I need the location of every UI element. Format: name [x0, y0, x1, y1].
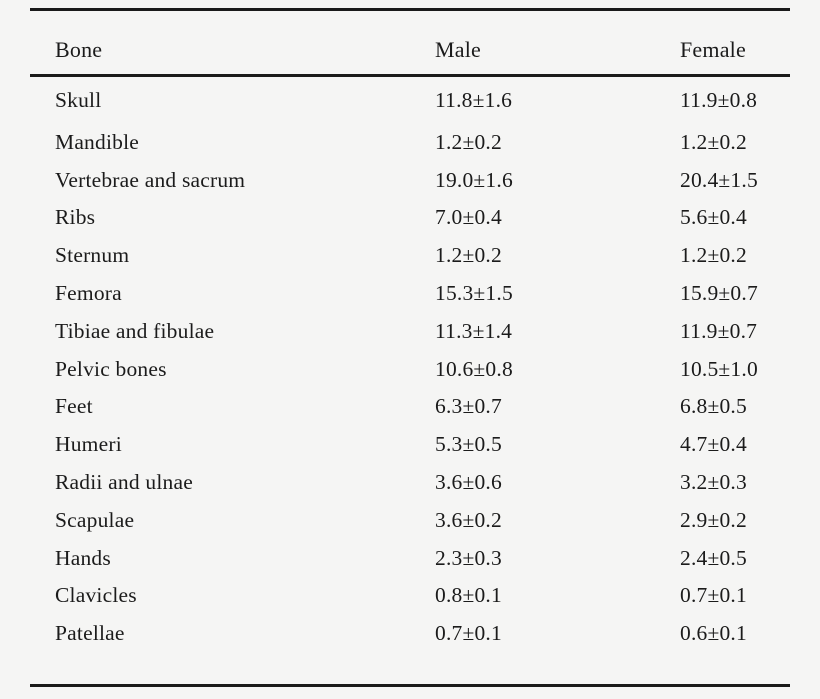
table-row: Tibiae and fibulae 11.3±1.4 11.9±0.7: [30, 312, 790, 350]
male-value-cell: 0.8±0.1: [435, 583, 502, 608]
female-value-cell: 11.9±0.7: [680, 318, 758, 343]
column-header-female: Female: [680, 9, 790, 77]
male-value-cell: 11.3±1.4: [435, 318, 513, 343]
column-header-bone: Bone: [30, 9, 435, 77]
bone-name-cell: Scapulae: [55, 507, 135, 532]
column-header-male: Male: [435, 9, 680, 77]
bone-name-cell: Patellae: [55, 621, 125, 646]
bone-name-cell: Hands: [55, 545, 111, 570]
female-value-cell: 2.4±0.5: [680, 545, 747, 570]
bone-name-cell: Ribs: [55, 205, 96, 230]
female-value-cell: 15.9±0.7: [680, 281, 758, 306]
female-value-cell: 11.9±0.8: [680, 87, 758, 112]
bone-name-cell: Humeri: [55, 432, 122, 457]
male-value-cell: 19.0±1.6: [435, 167, 513, 192]
male-value-cell: 2.3±0.3: [435, 545, 502, 570]
table-row: Scapulae 3.6±0.2 2.9±0.2: [30, 501, 790, 539]
male-value-cell: 10.6±0.8: [435, 356, 513, 381]
table-row: Ribs 7.0±0.4 5.6±0.4: [30, 199, 790, 237]
female-value-cell: 1.2±0.2: [680, 243, 747, 268]
male-value-cell: 3.6±0.2: [435, 507, 502, 532]
table-row: Humeri 5.3±0.5 4.7±0.4: [30, 426, 790, 464]
female-value-cell: 2.9±0.2: [680, 507, 747, 532]
bone-name-cell: Mandible: [55, 129, 139, 154]
female-value-cell: 20.4±1.5: [680, 167, 758, 192]
male-value-cell: 15.3±1.5: [435, 281, 513, 306]
bone-name-cell: Pelvic bones: [55, 356, 167, 381]
table-body: Skull 11.8±1.6 11.9±0.8 Mandible 1.2±0.2 1.2±…: [30, 76, 790, 653]
male-value-cell: 6.3±0.7: [435, 394, 502, 419]
male-value-cell: 0.7±0.1: [435, 621, 502, 646]
bone-name-cell: Femora: [55, 281, 122, 306]
bone-name-cell: Sternum: [55, 243, 130, 268]
male-value-cell: 7.0±0.4: [435, 205, 502, 230]
table-row: Hands 2.3±0.3 2.4±0.5: [30, 539, 790, 577]
bone-data-table: Bone Male Female Skull 11.8±1.6 11.9±0.8 Ma…: [30, 8, 790, 653]
table-row: Feet 6.3±0.7 6.8±0.5: [30, 388, 790, 426]
male-value-cell: 5.3±0.5: [435, 432, 502, 457]
bone-name-cell: Feet: [55, 394, 93, 419]
table-row: Vertebrae and sacrum 19.0±1.6 20.4±1.5: [30, 161, 790, 199]
male-value-cell: 3.6±0.6: [435, 470, 502, 495]
bone-name-cell: Radii and ulnae: [55, 470, 193, 495]
female-value-cell: 1.2±0.2: [680, 129, 747, 154]
male-value-cell: 1.2±0.2: [435, 243, 502, 268]
female-value-cell: 0.6±0.1: [680, 621, 747, 646]
female-value-cell: 3.2±0.3: [680, 470, 747, 495]
female-value-cell: 4.7±0.4: [680, 432, 747, 457]
table-row: Mandible 1.2±0.2 1.2±0.2: [30, 124, 790, 162]
bone-name-cell: Skull: [55, 87, 102, 112]
table-header: Bone Male Female: [30, 9, 790, 77]
bone-name-cell: Tibiae and fibulae: [55, 318, 215, 343]
male-value-cell: 1.2±0.2: [435, 129, 502, 154]
female-value-cell: 6.8±0.5: [680, 394, 747, 419]
table-row: Radii and ulnae 3.6±0.6 3.2±0.3: [30, 464, 790, 502]
table-row: Clavicles 0.8±0.1 0.7±0.1: [30, 577, 790, 615]
female-value-cell: 0.7±0.1: [680, 583, 747, 608]
table-row: Skull 11.8±1.6 11.9±0.8: [30, 76, 790, 124]
male-value-cell: 11.8±1.6: [435, 87, 513, 112]
table-row: Pelvic bones 10.6±0.8 10.5±1.0: [30, 350, 790, 388]
table-row: Femora 15.3±1.5 15.9±0.7: [30, 275, 790, 313]
header-row: Bone Male Female: [30, 9, 790, 77]
bone-name-cell: Vertebrae and sacrum: [55, 167, 246, 192]
female-value-cell: 10.5±1.0: [680, 356, 758, 381]
bone-name-cell: Clavicles: [55, 583, 137, 608]
table-row: Sternum 1.2±0.2 1.2±0.2: [30, 237, 790, 275]
table-bottom-rule: [30, 684, 790, 687]
female-value-cell: 5.6±0.4: [680, 205, 747, 230]
table-row: Patellae 0.7±0.1 0.6±0.1: [30, 615, 790, 653]
